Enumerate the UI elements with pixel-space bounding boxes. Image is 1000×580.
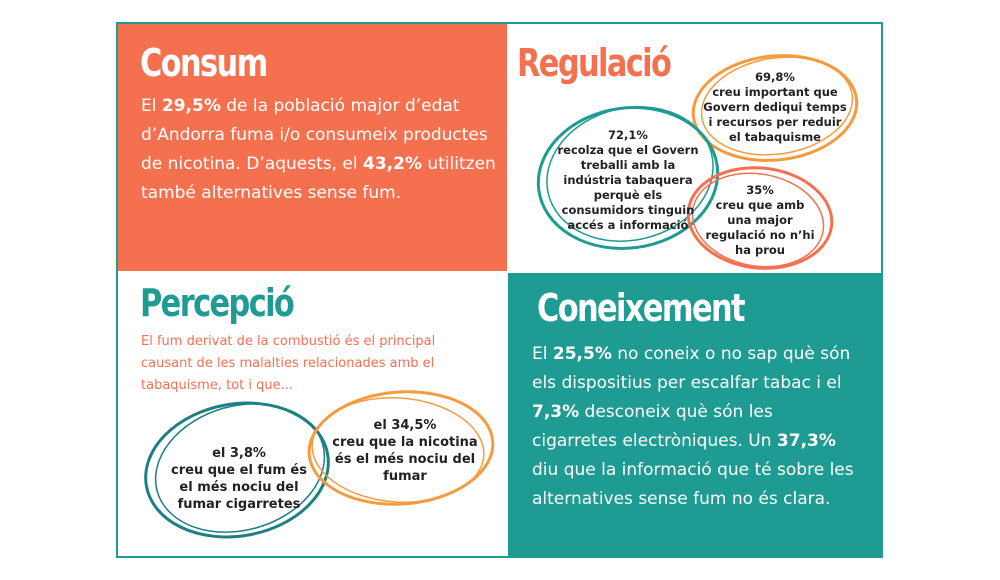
ring-35: [686, 166, 834, 270]
stat-43-2: 43,2%: [363, 154, 422, 174]
percepcio-bubble-34-5: el 34,5% creu que la nicotina és el més …: [332, 418, 478, 484]
consum-text: El 29,5% de la població major d’edat d’A…: [141, 96, 496, 203]
percepcio-intro: El fum derivat de la combustió és el pri…: [141, 334, 436, 393]
regulacio-title: Regulació: [517, 41, 672, 85]
stat-37-3: 37,3%: [776, 431, 836, 451]
percepcio-title: Percepció: [140, 281, 295, 325]
consum-panel: [118, 24, 507, 271]
percepcio-bubble-3-8: el 3,8% creu que el fum és el més nociu …: [171, 446, 307, 512]
coneixement-panel: [508, 273, 881, 556]
stat-25-5: 25,5%: [552, 344, 612, 364]
regulacio-bubble-72-1: 72,1% recolza que el Govern treballi amb…: [557, 128, 699, 232]
regulacio-bubble-35: 35% creu que amb una major regulació no …: [705, 183, 815, 257]
ring-69-8: [691, 54, 859, 162]
stat-29-5: 29,5%: [161, 96, 221, 116]
consum-title: Consum: [140, 41, 268, 85]
coneixement-text: El 25,5% no coneix o no sap què són els …: [532, 344, 854, 509]
regulacio-bubble-69-8: 69,8% creu important que Govern dediqui …: [703, 70, 847, 144]
ring-3-8: [144, 401, 330, 539]
ring-34-5: [307, 390, 495, 506]
coneixement-title: Coneixement: [537, 286, 746, 330]
stat-7-3: 7,3%: [532, 402, 580, 422]
